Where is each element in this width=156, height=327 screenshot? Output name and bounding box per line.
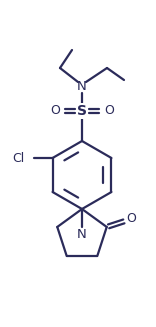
Text: S: S [77,104,87,118]
Text: O: O [50,105,60,117]
Text: O: O [127,213,136,225]
Text: Cl: Cl [12,151,24,164]
Text: N: N [77,229,87,242]
Text: N: N [77,79,87,93]
Text: O: O [104,105,114,117]
